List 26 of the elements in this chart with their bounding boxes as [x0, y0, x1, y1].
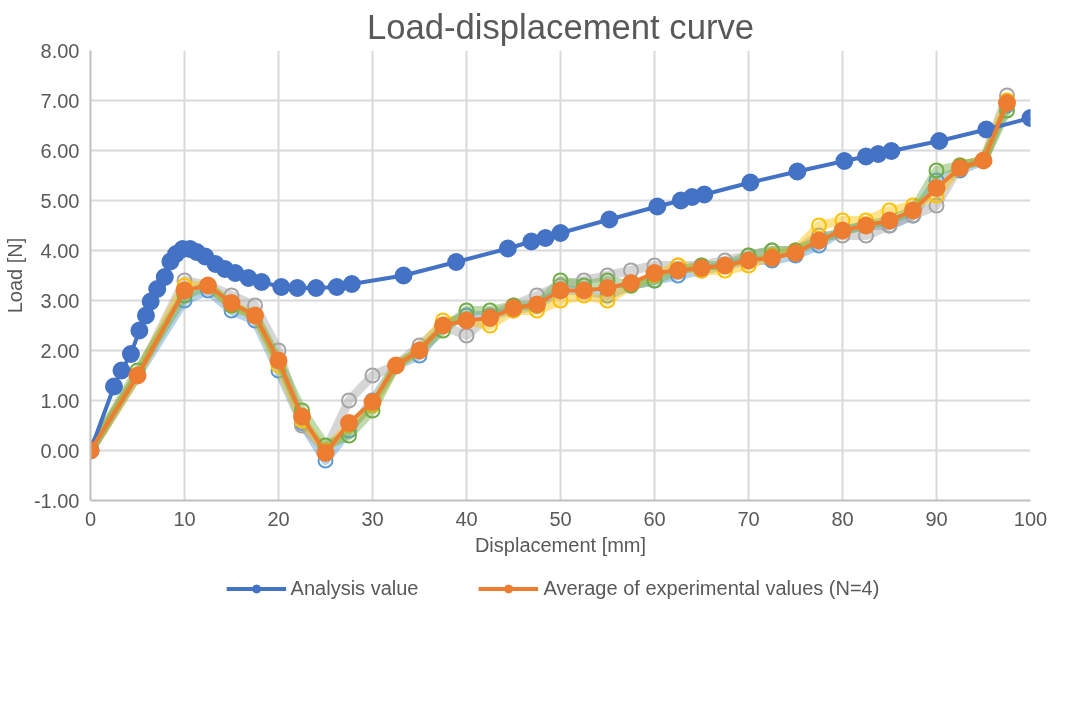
x-tick-label: 100	[1013, 507, 1048, 530]
y-tick-label: 6.00	[40, 139, 80, 162]
x-axis-title: Displacement [mm]	[474, 533, 647, 556]
y-tick-label: -1.00	[33, 489, 80, 512]
y-tick-label: 4.00	[40, 239, 80, 262]
y-tick-label: 2.00	[40, 339, 80, 362]
x-tick-label: 0	[84, 507, 97, 530]
x-tick-label: 90	[925, 507, 948, 530]
x-tick-label: 70	[737, 507, 760, 530]
x-tick-label: 80	[831, 507, 854, 530]
y-tick-label: 8.00	[40, 39, 80, 62]
y-tick-label: 3.00	[40, 289, 80, 312]
x-tick-label: 40	[455, 507, 478, 530]
y-tick-label: 5.00	[40, 189, 80, 212]
y-axis-title: Load [N]	[3, 237, 26, 314]
legend-label: Analysis value	[290, 576, 419, 600]
x-tick-label: 50	[549, 507, 572, 530]
chart-title: Load-displacement curve	[366, 7, 755, 46]
y-tick-label: 1.00	[40, 389, 80, 412]
legend-label: Average of experimental values (N=4)	[543, 576, 880, 600]
y-tick-label: 7.00	[40, 89, 80, 112]
y-tick-label: 0.00	[40, 439, 80, 462]
x-tick-label: 10	[173, 507, 196, 530]
x-tick-label: 30	[361, 507, 384, 530]
x-tick-label: 20	[267, 507, 290, 530]
x-tick-label: 60	[643, 507, 666, 530]
